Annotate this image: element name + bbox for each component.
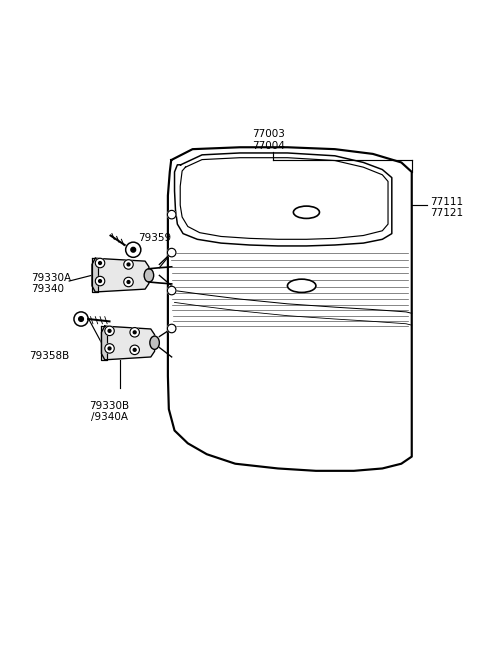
Ellipse shape [288, 279, 316, 292]
Circle shape [127, 281, 130, 283]
Circle shape [124, 260, 133, 269]
Circle shape [131, 248, 136, 252]
Circle shape [130, 345, 139, 355]
Circle shape [105, 344, 114, 353]
Circle shape [133, 331, 136, 334]
Circle shape [96, 258, 105, 268]
Circle shape [133, 348, 136, 351]
Circle shape [126, 242, 141, 258]
Circle shape [79, 317, 84, 321]
Text: 79330A
79340: 79330A 79340 [31, 273, 72, 294]
Polygon shape [92, 258, 149, 292]
Circle shape [127, 263, 130, 266]
Circle shape [96, 277, 105, 286]
Text: 79330B
/9340A: 79330B /9340A [89, 401, 130, 422]
Circle shape [105, 326, 114, 336]
Circle shape [108, 329, 111, 332]
Circle shape [130, 328, 139, 337]
Text: 79358B: 79358B [29, 351, 69, 361]
Circle shape [168, 286, 176, 295]
Text: 77111
77121: 77111 77121 [430, 196, 463, 218]
Circle shape [74, 312, 88, 326]
Text: 79359: 79359 [138, 233, 171, 243]
Ellipse shape [150, 336, 159, 350]
Polygon shape [101, 326, 155, 360]
Polygon shape [92, 258, 97, 292]
Circle shape [124, 277, 133, 286]
Circle shape [168, 210, 176, 219]
Ellipse shape [293, 206, 320, 218]
Text: 77003
77004: 77003 77004 [252, 129, 285, 150]
Circle shape [98, 280, 101, 283]
Circle shape [168, 325, 176, 332]
Ellipse shape [144, 269, 154, 282]
Polygon shape [101, 326, 107, 360]
Circle shape [98, 261, 101, 265]
Circle shape [108, 347, 111, 350]
Circle shape [168, 248, 176, 257]
